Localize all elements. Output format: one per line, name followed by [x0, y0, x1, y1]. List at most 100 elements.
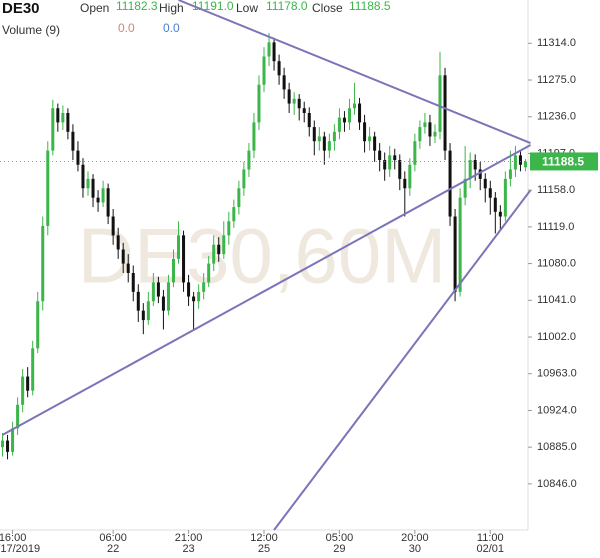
candle-body: [518, 155, 522, 165]
candle-body: [61, 112, 65, 123]
candle-body: [383, 160, 387, 170]
candle-body: [136, 291, 140, 311]
candle-body: [111, 216, 115, 236]
candle-body: [327, 141, 331, 151]
candle-body: [56, 108, 60, 123]
y-tick-label: 10885.0: [537, 441, 577, 453]
candle-body: [71, 131, 75, 151]
candle-body: [1, 440, 5, 448]
candle-body: [312, 127, 316, 142]
x-tick-label: 16:00: [0, 532, 26, 544]
y-tick-label: 11275.0: [537, 74, 576, 86]
candle-body: [287, 89, 291, 104]
candle-body: [347, 108, 351, 123]
candle-body: [433, 131, 437, 137]
trend-line: [2, 144, 531, 436]
candle-body: [207, 263, 211, 283]
candle-body: [398, 160, 402, 179]
candle-body: [438, 75, 442, 132]
value: 0.0: [118, 21, 135, 35]
candle-body: [197, 291, 201, 302]
candle-body: [6, 440, 10, 452]
label: Close: [312, 1, 343, 15]
candle-body: [292, 98, 296, 104]
candle-body: [11, 428, 15, 452]
candle-body: [156, 282, 160, 297]
candle-body: [403, 178, 407, 189]
candle-body: [247, 150, 251, 170]
candle-body: [353, 103, 357, 109]
value: 0.0: [163, 21, 180, 35]
candle-body: [86, 178, 90, 189]
candle-body: [141, 310, 145, 321]
candle-body: [101, 188, 105, 203]
candle-body: [513, 155, 517, 170]
candle-body: [503, 178, 507, 217]
candle-body: [363, 122, 367, 142]
header: DE30 Open 11182.3 High 11191.0 Low 11178…: [2, 0, 391, 37]
candle-body: [16, 404, 20, 429]
candle-body: [232, 207, 236, 222]
value: 11191.0: [192, 0, 234, 13]
candle-body: [26, 376, 30, 391]
symbol: DE30: [2, 0, 40, 17]
candle-body: [483, 178, 487, 189]
y-tick-label: 11158.0: [537, 184, 575, 196]
x-tick-label: 23: [182, 543, 194, 555]
x-tick-label: 30: [409, 543, 421, 555]
x-tick-label: 22: [107, 543, 119, 555]
candle-body: [277, 61, 281, 76]
candle-body: [453, 216, 457, 292]
y-tick-label: 11080.0: [537, 257, 576, 269]
candle-body: [307, 112, 311, 128]
candle-body: [51, 108, 55, 151]
last-price-label: 11188.5: [542, 155, 584, 169]
candle-body: [126, 263, 130, 274]
candle-body: [463, 178, 467, 198]
candle-body: [81, 164, 85, 189]
candle-body: [116, 235, 120, 250]
x-tick-label: 12:00: [250, 532, 278, 544]
candle-body: [508, 169, 512, 179]
candle-body: [373, 136, 377, 151]
x-tick-label: 21:00: [175, 532, 203, 544]
y-tick-label: 10846.0: [537, 478, 577, 490]
label: High: [159, 1, 184, 15]
candle-body: [31, 348, 35, 391]
value: 11182.3: [116, 0, 158, 13]
candle-body: [378, 150, 382, 161]
value: 11178.0: [266, 0, 308, 13]
candle-body: [237, 188, 241, 208]
candle-body: [166, 282, 170, 311]
candle-body: [66, 112, 70, 132]
candle-body: [267, 42, 271, 57]
candle-body: [413, 141, 417, 165]
y-tick-label: 10963.0: [537, 368, 577, 380]
label: Low: [236, 1, 258, 15]
candle-body: [202, 282, 206, 292]
y-tick-label: 11236.0: [537, 111, 576, 123]
candle-body: [177, 235, 181, 259]
candle-body: [36, 301, 40, 349]
candle-body: [182, 235, 186, 283]
last-price-box: [530, 152, 598, 171]
candle-body: [161, 296, 165, 311]
y-tick-label: 11119.0: [537, 221, 574, 233]
candle-body: [171, 258, 175, 283]
x-tick-label: 06:00: [99, 532, 127, 544]
candle-body: [393, 155, 397, 161]
label: Volume (9): [2, 23, 60, 37]
trend-line: [273, 189, 532, 531]
candle-body: [282, 75, 286, 90]
candle-body: [322, 136, 326, 151]
candle-body: [41, 225, 45, 302]
x-tick-label: 20:00: [401, 532, 429, 544]
candle-body: [252, 122, 256, 151]
candle-body: [523, 161, 527, 168]
x-tick-label: 25: [258, 543, 270, 555]
candle-body: [458, 197, 462, 292]
candle-body: [217, 244, 221, 255]
plot: [1, 0, 532, 531]
candle-body: [448, 150, 452, 217]
